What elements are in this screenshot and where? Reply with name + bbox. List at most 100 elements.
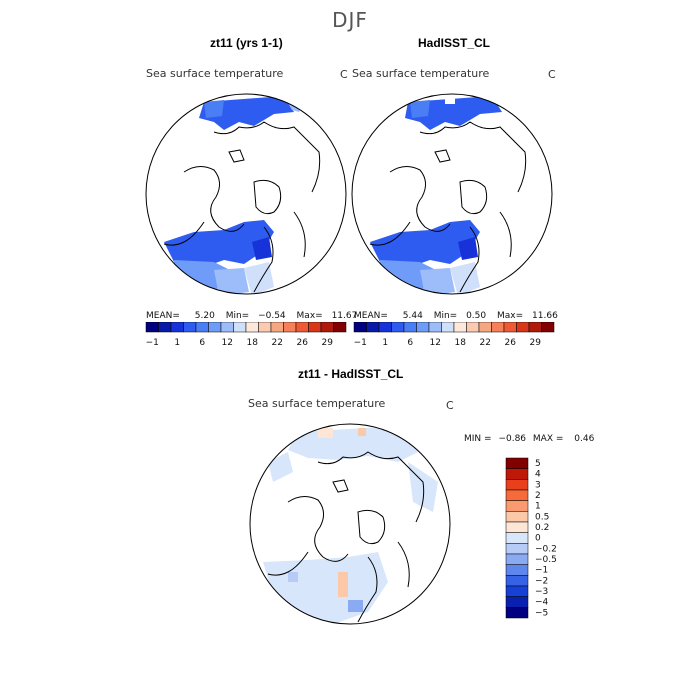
left-colorbar-tick-label: 6 [199, 338, 205, 348]
diff-panel-title: zt11 - HadISST_CL [298, 367, 404, 381]
left-panel-title: zt11 (yrs 1-1) [210, 36, 283, 50]
diff-colorbar-swatch [505, 489, 529, 501]
diff-min-value: −0.86 [498, 434, 527, 444]
right-colorbar-tick-label: 6 [407, 338, 413, 348]
left-min-label: Min= [225, 311, 250, 321]
right-colorbar-swatch [478, 322, 492, 333]
right-max-label: Max= [497, 311, 524, 321]
right-colorbar-tick-label: −1 [354, 338, 367, 348]
right-colorbar-swatch [391, 322, 405, 333]
diff-colorbar-tick-label: −5 [535, 608, 548, 618]
left-mean-value: 5.20 [194, 311, 215, 321]
diff-colorbar-tick-label: 1 [535, 502, 541, 512]
right-colorbar-tick-label: 1 [382, 338, 388, 348]
left-colorbar-swatch [170, 322, 184, 333]
diff-colorbar-swatch [505, 479, 529, 491]
right-colorbar-swatch [466, 322, 480, 333]
left-colorbar-tick-label: 18 [247, 338, 259, 348]
left-variable-label: Sea surface temperature [146, 67, 284, 80]
left-colorbar-swatch [158, 322, 172, 333]
right-colorbar-swatch [528, 322, 542, 333]
left-polar-map [145, 93, 347, 295]
left-colorbar-swatch [295, 322, 309, 333]
left-colorbar-swatch [308, 322, 322, 333]
left-unit-label: C [340, 68, 348, 81]
left-stats: MEAN= 5.20 Min= −0.54 Max= 11.67 [146, 311, 357, 321]
diff-colorbar-swatch [505, 500, 529, 512]
left-colorbar-swatch [145, 322, 159, 333]
left-colorbar-swatch [183, 322, 197, 333]
right-stats: MEAN= 5.44 Min= 0.50 Max= 11.66 [354, 311, 558, 321]
diff-colorbar-tick-label: 4 [535, 470, 541, 480]
diff-colorbar-swatch [505, 543, 529, 555]
right-colorbar-swatch [366, 322, 380, 333]
right-colorbar-swatch [403, 322, 417, 333]
left-max-label: Max= [296, 311, 323, 321]
diff-colorbar-tick-label: 0 [535, 534, 541, 544]
right-colorbar-tick-label: 22 [480, 338, 491, 348]
diff-colorbar-swatch [505, 575, 529, 587]
right-colorbar-swatch [416, 322, 430, 333]
right-colorbar-tick-label: 29 [530, 338, 542, 348]
right-polar-map [351, 93, 553, 295]
diff-colorbar-swatch [505, 457, 529, 469]
right-mean-value: 5.44 [402, 311, 423, 321]
right-colorbar-tick-label: 18 [455, 338, 467, 348]
diff-colorbar-swatch [505, 596, 529, 608]
left-colorbar-swatch [220, 322, 234, 333]
left-mean-label: MEAN= [146, 311, 180, 321]
right-colorbar-swatch [503, 322, 517, 333]
diff-colorbar-tick-label: 2 [535, 491, 541, 501]
right-min-value: 0.50 [466, 311, 487, 321]
diff-colorbar-tick-label: −3 [535, 587, 548, 597]
left-colorbar-swatch [333, 322, 347, 333]
diff-colorbar-tick-label: 0.2 [535, 523, 549, 533]
diff-stats: MIN = −0.86 MAX = 0.46 [464, 434, 594, 444]
right-colorbar: −1 1 6 12 18 22 26 29 [353, 322, 555, 348]
right-colorbar-swatch [453, 322, 467, 333]
right-colorbar-swatch [378, 322, 392, 333]
left-max-value: 11.67 [331, 311, 358, 321]
left-colorbar-swatch [233, 322, 247, 333]
left-colorbar-tick-label: 1 [174, 338, 180, 348]
left-min-value: −0.54 [258, 311, 286, 321]
diff-colorbar-tick-label: −0.5 [535, 555, 557, 565]
left-colorbar-tick-label: 26 [297, 338, 309, 348]
right-unit-label: C [548, 68, 556, 81]
right-min-label: Min= [433, 311, 458, 321]
left-colorbar-tick-label: −1 [146, 338, 159, 348]
left-colorbar-swatch [320, 322, 334, 333]
diff-colorbar-swatch [505, 468, 529, 480]
left-colorbar-swatch [270, 322, 284, 333]
left-colorbar-tick-label: 29 [322, 338, 334, 348]
diff-colorbar-tick-label: 3 [535, 480, 541, 490]
left-colorbar-swatch [195, 322, 209, 333]
left-colorbar-swatch [208, 322, 222, 333]
diff-colorbar-swatch [505, 585, 529, 597]
diff-colorbar-swatch [505, 511, 529, 523]
diff-colorbar-swatch [505, 521, 529, 533]
right-colorbar-swatch [441, 322, 455, 333]
diff-variable-label: Sea surface temperature [248, 397, 386, 410]
right-mean-label: MEAN= [354, 311, 388, 321]
diff-colorbar-tick-label: 0.5 [535, 512, 549, 522]
diff-colorbar-tick-label: −2 [535, 576, 548, 586]
diff-colorbar-swatch [505, 564, 529, 576]
diff-colorbar-swatch [505, 553, 529, 565]
right-colorbar-swatch [353, 322, 367, 333]
left-colorbar-swatch [245, 322, 259, 333]
diff-max-value: 0.46 [574, 434, 595, 444]
left-colorbar: −1 1 6 12 18 22 26 29 [145, 322, 347, 348]
diff-min-label: MIN = [464, 434, 492, 444]
diff-colorbar-swatch [505, 607, 529, 619]
left-colorbar-swatch [258, 322, 272, 333]
right-colorbar-swatch [541, 322, 555, 333]
right-panel-title: HadISST_CL [418, 36, 491, 50]
right-variable-label: Sea surface temperature [352, 67, 490, 80]
right-colorbar-tick-label: 26 [505, 338, 517, 348]
right-colorbar-swatch [428, 322, 442, 333]
right-colorbar-swatch [516, 322, 530, 333]
left-colorbar-swatch [283, 322, 297, 333]
diff-colorbar-tick-label: 5 [535, 459, 541, 469]
